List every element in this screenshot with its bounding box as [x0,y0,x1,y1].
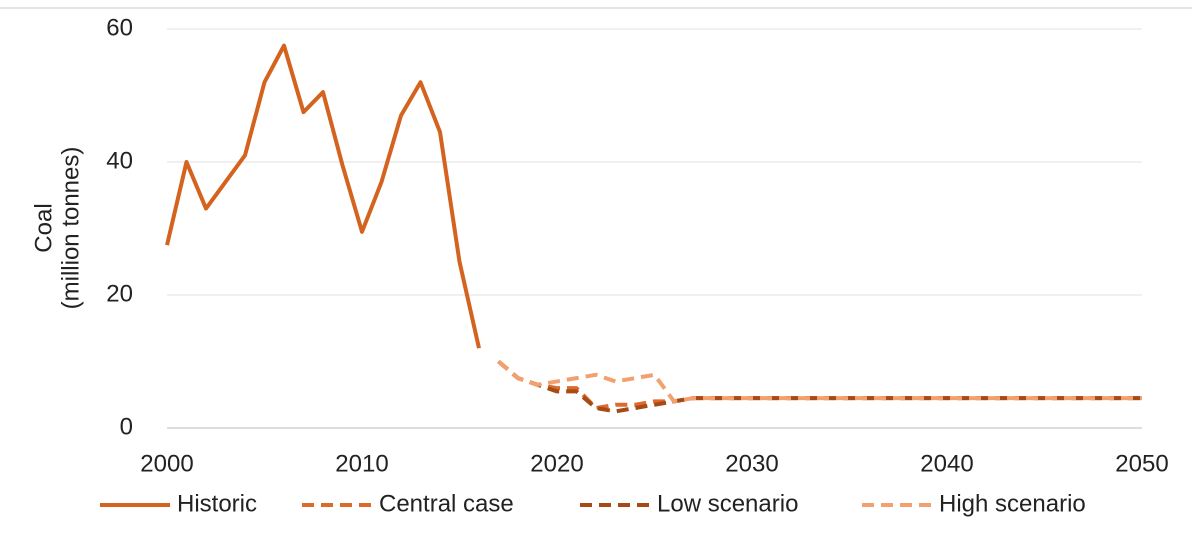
legend-label: Historic [177,490,257,517]
y-tick-label: 40 [106,147,133,174]
series-line [497,359,1142,414]
x-tick-label: 2010 [335,450,388,477]
y-axis-label: (million tonnes) [57,147,84,310]
series-line [165,43,481,349]
y-axis-label: Coal [30,203,57,252]
x-tick-label: 2000 [140,450,193,477]
y-tick-label: 60 [106,14,133,41]
legend-label: High scenario [939,490,1086,517]
x-tick-label: 2050 [1115,450,1168,477]
x-tick-label: 2020 [530,450,583,477]
y-tick-label: 20 [106,280,133,307]
y-tick-label: 0 [120,413,133,440]
legend-label: Low scenario [657,490,798,517]
series-line [497,359,1142,404]
x-tick-label: 2030 [725,450,778,477]
legend-label: Central case [379,490,514,517]
series-line [497,359,1142,411]
x-tick-label: 2040 [920,450,973,477]
